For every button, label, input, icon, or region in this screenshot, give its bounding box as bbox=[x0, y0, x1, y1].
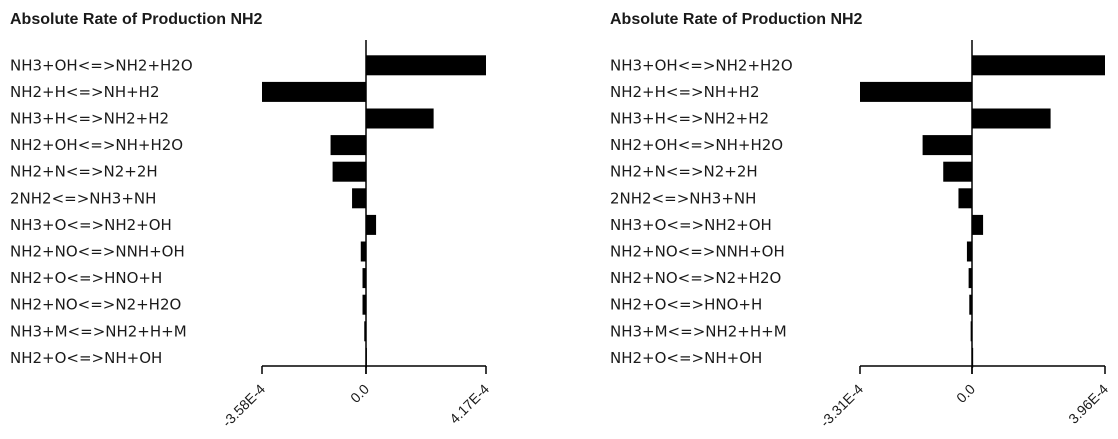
reaction-label: NH2+H<=>NH+H2 bbox=[10, 83, 160, 101]
chart-title: Absolute Rate of Production NH2 bbox=[10, 11, 263, 28]
reaction-label: NH2+NO<=>N2+H2O bbox=[610, 269, 781, 287]
bar bbox=[262, 81, 366, 102]
tick-label: 0.0 bbox=[347, 381, 372, 406]
reaction-label: NH2+H<=>NH+H2 bbox=[610, 83, 760, 101]
reaction-label: NH2+O<=>NH+OH bbox=[10, 349, 162, 367]
tick-label: -3.58E-4 bbox=[219, 381, 268, 430]
chart-title: Absolute Rate of Production NH2 bbox=[610, 11, 863, 28]
bar bbox=[972, 108, 1051, 129]
reaction-label: NH2+N<=>N2+2H bbox=[610, 163, 758, 181]
bar bbox=[958, 188, 972, 209]
tick-label: 4.17E-4 bbox=[446, 381, 492, 427]
bar bbox=[366, 55, 486, 76]
bar bbox=[362, 268, 366, 289]
bar bbox=[352, 188, 366, 209]
reaction-label: NH2+N<=>N2+2H bbox=[10, 163, 158, 181]
bar bbox=[968, 268, 972, 289]
bar bbox=[969, 294, 972, 315]
bar bbox=[332, 161, 366, 182]
bar bbox=[362, 294, 366, 315]
bar bbox=[966, 241, 972, 262]
reaction-label: 2NH2<=>NH3+NH bbox=[610, 189, 756, 207]
reaction-label: NH3+OH<=>NH2+H2O bbox=[10, 56, 193, 74]
bar bbox=[330, 135, 366, 156]
bar bbox=[366, 108, 434, 129]
reaction-label: NH3+OH<=>NH2+H2O bbox=[610, 56, 793, 74]
reaction-label: NH2+O<=>HNO+H bbox=[10, 269, 162, 287]
bar bbox=[366, 214, 377, 235]
reaction-label: NH3+O<=>NH2+OH bbox=[610, 216, 772, 234]
bar bbox=[364, 321, 366, 342]
reaction-label: NH3+H<=>NH2+H2 bbox=[610, 110, 769, 128]
reaction-label: NH2+OH<=>NH+H2O bbox=[610, 136, 783, 154]
reaction-label: NH3+M<=>NH2+H+M bbox=[10, 322, 187, 340]
bar bbox=[972, 55, 1105, 76]
tick-label: 3.96E-4 bbox=[1065, 381, 1111, 427]
reaction-label: NH2+NO<=>NNH+OH bbox=[10, 243, 185, 261]
reaction-label: NH2+O<=>HNO+H bbox=[610, 296, 762, 314]
tick-label: -3.31E-4 bbox=[817, 381, 866, 430]
reaction-label: NH2+OH<=>NH+H2O bbox=[10, 136, 183, 154]
chart-2: Absolute Rate of Production NH2 NH3+OH<=>… bbox=[610, 11, 1111, 430]
chart-1: Absolute Rate of Production NH2 NH3+OH<=>… bbox=[10, 11, 492, 430]
reaction-label: NH2+NO<=>N2+H2O bbox=[10, 296, 181, 314]
bar bbox=[943, 161, 972, 182]
reaction-label: NH3+H<=>NH2+H2 bbox=[10, 110, 169, 128]
reaction-label: 2NH2<=>NH3+NH bbox=[10, 189, 156, 207]
tick-label: 0.0 bbox=[953, 381, 978, 406]
bar bbox=[860, 81, 972, 102]
reaction-label: NH2+NO<=>NNH+OH bbox=[610, 243, 785, 261]
bar bbox=[360, 241, 366, 262]
bar bbox=[972, 214, 984, 235]
bar bbox=[922, 135, 972, 156]
reaction-label: NH3+M<=>NH2+H+M bbox=[610, 322, 787, 340]
reaction-label: NH3+O<=>NH2+OH bbox=[10, 216, 172, 234]
reaction-label: NH2+O<=>NH+OH bbox=[610, 349, 762, 367]
